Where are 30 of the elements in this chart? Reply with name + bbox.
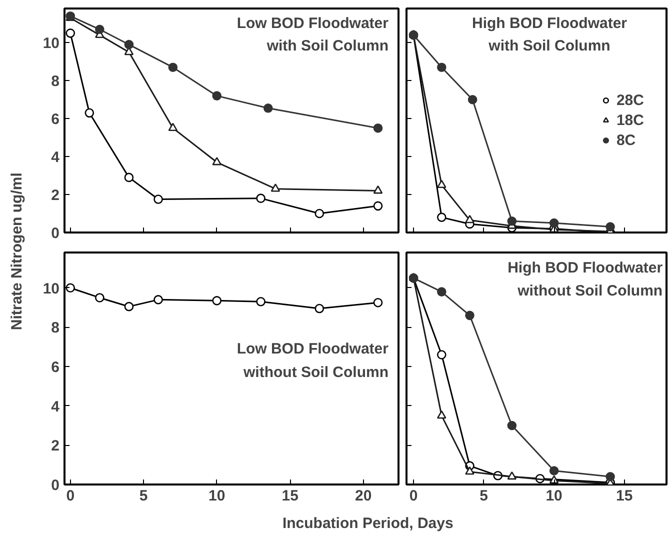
y-tick-label: 8 (51, 73, 60, 90)
x-axis-title: Incubation Period, Days (282, 514, 454, 532)
text: Low BOD Floodwater with Soil Column (236, 15, 389, 55)
y-tick-label: 0 (51, 225, 60, 242)
x-tick-label: 15 (282, 488, 298, 504)
legend-label: 18C (616, 112, 644, 128)
y-tick-label: 10 (42, 35, 60, 52)
x-tick-label: 0 (409, 488, 418, 504)
y-tick-label: 4 (51, 398, 60, 416)
text: High BOD Floodwater without Soil Column (508, 259, 663, 300)
text: High BOD Floodwater with Soil Column (472, 15, 628, 55)
x-tick-label: 0 (66, 488, 75, 504)
x-tick-label: 10 (208, 488, 226, 504)
y-tick-label: 4 (51, 149, 60, 166)
y-tick-label: 10 (42, 280, 60, 298)
y-tick-label: 2 (51, 438, 60, 455)
y-axis-title: Nitrate Nitrogen ug/ml (8, 172, 26, 330)
x-tick-label: 20 (355, 488, 372, 504)
x-tick-label: 10 (546, 488, 562, 504)
y-tick-label: 2 (51, 187, 60, 204)
y-tick-label: 6 (51, 359, 60, 376)
y-tick-label: 0 (51, 477, 60, 494)
x-tick-label: 5 (139, 488, 148, 504)
text: Low BOD Floodwater without Soil Column (236, 340, 389, 381)
x-tick-label: 15 (616, 488, 633, 504)
legend-label: 28C (616, 92, 644, 108)
x-tick-label: 5 (480, 488, 488, 504)
y-tick-label: 6 (51, 111, 60, 128)
legend-label: 8C (616, 132, 636, 148)
y-tick-label: 8 (51, 320, 60, 337)
